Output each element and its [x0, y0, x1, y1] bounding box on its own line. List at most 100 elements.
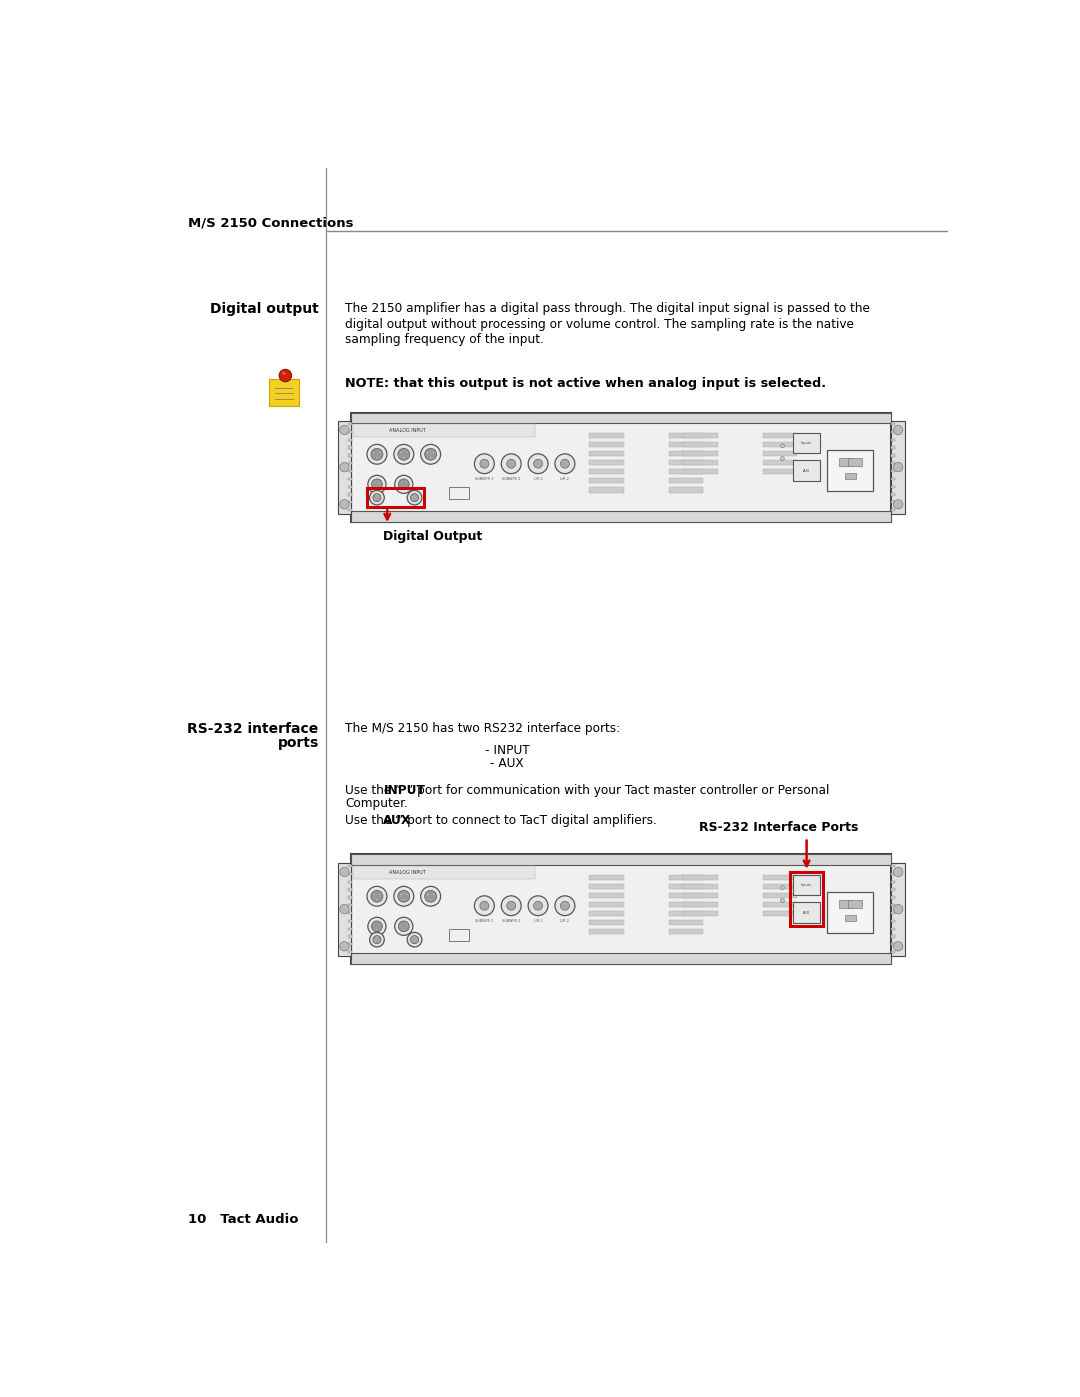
Text: SUBWFR 2: SUBWFR 2 — [502, 476, 521, 481]
Bar — [827, 450, 873, 492]
Bar — [848, 458, 862, 467]
Circle shape — [416, 496, 417, 497]
Circle shape — [372, 921, 382, 932]
Text: Use the “: Use the “ — [345, 814, 402, 827]
Circle shape — [373, 451, 375, 454]
Bar — [762, 441, 797, 447]
Bar — [348, 462, 352, 464]
Bar — [891, 928, 894, 930]
Bar — [827, 891, 873, 933]
Bar — [351, 412, 891, 423]
Circle shape — [480, 460, 489, 468]
Circle shape — [407, 490, 422, 504]
Text: L/R 1: L/R 1 — [534, 476, 542, 481]
Circle shape — [367, 886, 387, 907]
Circle shape — [379, 451, 381, 454]
Circle shape — [400, 451, 402, 454]
Bar — [762, 875, 797, 880]
Bar — [683, 441, 718, 447]
Circle shape — [433, 451, 434, 454]
Bar — [891, 420, 905, 514]
Bar — [891, 502, 894, 503]
Bar — [793, 433, 820, 454]
Bar — [449, 929, 469, 942]
Circle shape — [474, 454, 495, 474]
Bar — [891, 943, 894, 946]
Circle shape — [430, 898, 432, 901]
Text: RS-232 interface: RS-232 interface — [188, 722, 319, 736]
Circle shape — [507, 460, 515, 468]
Bar — [351, 855, 891, 964]
Circle shape — [474, 895, 495, 915]
Bar — [891, 454, 894, 457]
Bar — [348, 454, 352, 457]
Circle shape — [340, 500, 349, 509]
Bar — [589, 451, 624, 457]
Text: ANALOG INPUT: ANALOG INPUT — [389, 870, 426, 875]
Bar — [845, 915, 855, 921]
Circle shape — [781, 444, 784, 447]
Bar — [762, 884, 797, 890]
Circle shape — [424, 890, 436, 902]
Bar — [762, 469, 797, 475]
Circle shape — [403, 929, 405, 930]
Circle shape — [374, 937, 376, 939]
Circle shape — [379, 482, 380, 483]
Bar — [669, 902, 703, 908]
Circle shape — [414, 499, 416, 500]
Bar — [683, 875, 718, 880]
Bar — [351, 953, 891, 964]
Bar — [891, 863, 905, 956]
Circle shape — [373, 894, 375, 895]
Bar — [891, 423, 894, 425]
Circle shape — [376, 942, 378, 943]
Circle shape — [501, 454, 522, 474]
Text: L/R 2: L/R 2 — [561, 919, 569, 922]
Bar — [793, 875, 820, 895]
Circle shape — [528, 895, 548, 915]
Text: L/R 1: L/R 1 — [534, 919, 542, 922]
Bar — [669, 929, 703, 935]
Circle shape — [421, 886, 441, 907]
Text: - INPUT: - INPUT — [485, 743, 529, 757]
Circle shape — [379, 923, 380, 926]
FancyBboxPatch shape — [269, 379, 298, 407]
Bar — [839, 900, 852, 908]
Bar — [348, 936, 352, 937]
Circle shape — [561, 901, 569, 911]
Bar — [348, 897, 352, 898]
Circle shape — [370, 890, 383, 902]
Bar — [669, 488, 703, 493]
Bar — [669, 460, 703, 465]
Circle shape — [376, 898, 378, 901]
Bar — [589, 441, 624, 447]
Bar — [348, 919, 352, 922]
Circle shape — [893, 500, 903, 509]
Circle shape — [399, 921, 409, 932]
Circle shape — [433, 894, 434, 895]
Bar — [793, 460, 820, 481]
Circle shape — [555, 895, 575, 915]
Text: AUX: AUX — [802, 468, 810, 472]
Text: ANALOG INPUT: ANALOG INPUT — [389, 427, 426, 433]
Bar — [891, 478, 894, 481]
Bar — [669, 441, 703, 447]
Circle shape — [378, 937, 380, 939]
Text: ” port to connect to TacT digital amplifiers.: ” port to connect to TacT digital amplif… — [397, 814, 658, 827]
Circle shape — [416, 937, 417, 939]
Circle shape — [340, 904, 349, 914]
Bar — [348, 888, 352, 891]
Bar — [589, 929, 624, 935]
Circle shape — [534, 460, 542, 468]
Bar — [589, 478, 624, 483]
Text: - AUX: - AUX — [490, 757, 524, 771]
Bar — [669, 469, 703, 475]
Circle shape — [507, 901, 515, 911]
Circle shape — [480, 901, 489, 911]
Bar — [348, 493, 352, 496]
Bar — [683, 893, 718, 898]
Bar — [353, 425, 536, 437]
Text: The 2150 amplifier has a digital pass through. The digital input signal is passe: The 2150 amplifier has a digital pass th… — [345, 302, 869, 316]
Circle shape — [367, 444, 387, 464]
Circle shape — [369, 490, 384, 504]
